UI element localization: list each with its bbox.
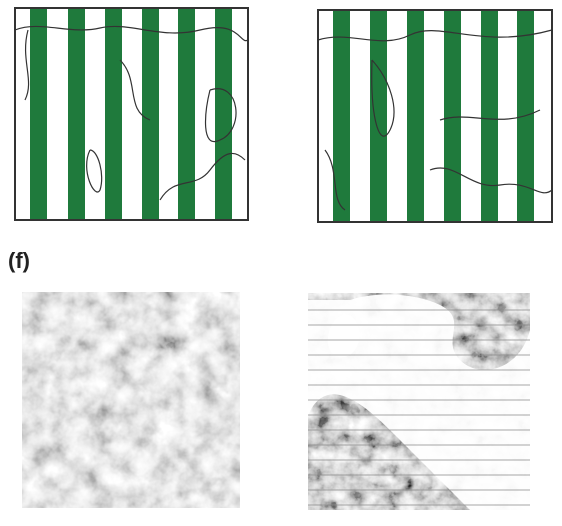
- stripe-panel-right: [317, 9, 553, 223]
- stripe-panel-left: [14, 7, 249, 221]
- masked-image: [308, 293, 530, 510]
- panel-label: (f): [8, 248, 30, 273]
- texture-image: [22, 292, 240, 508]
